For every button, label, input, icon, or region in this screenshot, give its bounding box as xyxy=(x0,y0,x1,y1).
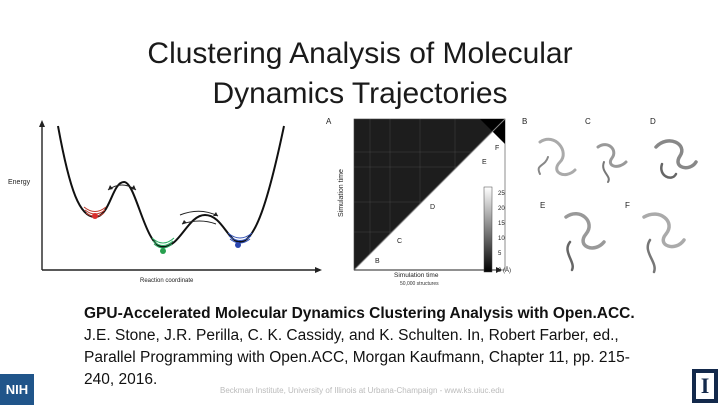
citation: GPU-Accelerated Molecular Dynamics Clust… xyxy=(84,303,654,391)
red-state-dot xyxy=(92,213,98,219)
citation-details: J.E. Stone, J.R. Perilla, C. K. Cassidy,… xyxy=(84,327,630,388)
transition-arrow-3 xyxy=(181,220,217,225)
marker-e: E xyxy=(482,159,487,166)
matrix-ylabel: Simulation time xyxy=(338,169,345,217)
energy-landscape-plot: Energy Reaction coordinate xyxy=(8,120,322,284)
cbar-tick-25: 25 xyxy=(498,191,505,197)
structure-c xyxy=(596,143,628,183)
energy-ylabel: Energy xyxy=(8,179,31,186)
illinois-logo-inner: I xyxy=(696,373,714,399)
panel-label-d: D xyxy=(650,117,656,126)
cbar-tick-15: 15 xyxy=(498,221,505,227)
protein-structures: B C D E F xyxy=(522,117,698,274)
structure-d xyxy=(654,139,698,179)
panel-label-e: E xyxy=(540,201,545,210)
energy-x-arrow xyxy=(315,267,322,273)
marker-c: C xyxy=(397,238,402,245)
clustering-figure: Energy Reaction coordinate xyxy=(0,112,720,287)
green-state-dot xyxy=(160,248,166,254)
matrix-diagonal xyxy=(353,118,506,271)
footer-text: Beckman Institute, University of Illinoi… xyxy=(220,386,505,395)
title-line-1: Clustering Analysis of Molecular xyxy=(147,37,573,70)
blue-state-dot xyxy=(235,242,241,248)
panel-label-b: B xyxy=(522,117,527,126)
figure-svg: Energy Reaction coordinate xyxy=(8,117,698,287)
illinois-logo-glyph: I xyxy=(700,373,710,398)
structure-b xyxy=(537,138,577,176)
cbar-tick-0: 0 (Å) xyxy=(498,267,511,274)
transition-arrow-2 xyxy=(179,210,219,217)
energy-y-arrow xyxy=(39,120,45,127)
nih-logo-text: NIH xyxy=(5,382,29,397)
panel-label-f: F xyxy=(625,201,630,210)
nih-logo: NIH xyxy=(0,374,34,405)
marker-d: D xyxy=(430,204,435,211)
structure-e xyxy=(564,212,606,272)
energy-xlabel: Reaction coordinate xyxy=(140,278,194,284)
rmsd-matrix: Simulation time F E D C B Simulation tim… xyxy=(338,118,511,287)
matrix-xlabel: Simulation time xyxy=(394,272,439,279)
matrix-xsublabel: 50,000 structures xyxy=(400,281,439,287)
slide-title: Clustering Analysis of Molecular Dynamic… xyxy=(0,34,720,114)
title-line-2: Dynamics Trajectories xyxy=(212,77,508,110)
marker-f: F xyxy=(495,145,499,152)
matrix-texture xyxy=(354,119,472,254)
citation-title: GPU-Accelerated Molecular Dynamics Clust… xyxy=(84,305,635,322)
structure-f xyxy=(642,212,686,274)
panel-label-c: C xyxy=(585,117,591,126)
cbar-tick-5: 5 xyxy=(498,251,502,257)
colorbar xyxy=(483,186,493,273)
illinois-logo: I xyxy=(692,369,718,403)
cbar-tick-20: 20 xyxy=(498,206,505,212)
energy-curve xyxy=(57,125,285,249)
marker-b: B xyxy=(375,258,380,265)
cbar-tick-10: 10 xyxy=(498,236,505,242)
panel-label-a: A xyxy=(326,117,332,126)
